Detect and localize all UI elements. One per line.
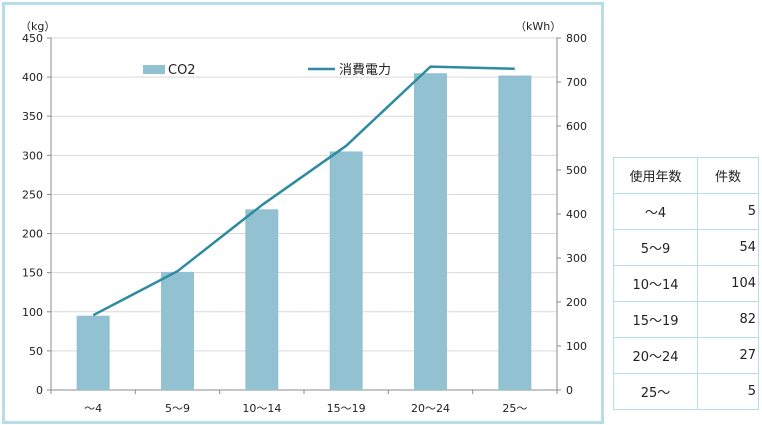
left-axis-tick-label: 450 (22, 32, 43, 45)
x-axis-tick-label: ～4 (84, 402, 102, 415)
x-axis-tick-label: 15～19 (327, 402, 366, 415)
left-axis-tick-label: 0 (36, 384, 43, 397)
usage-years-table: 使用年数 件数 ～4 5 5～9 54 10～14 104 15～19 82 2… (613, 157, 759, 410)
right-axis-tick-label: 300 (566, 252, 587, 265)
bar-co2 (498, 75, 532, 391)
chart-panel: 0 50 100 150 200 250 300 350 400 450 0 100 200 300 400… (2, 2, 604, 424)
table-cell-range: 25～ (613, 373, 698, 410)
right-axis-tick-label: 200 (566, 296, 587, 309)
left-axis-tick-label: 300 (22, 149, 43, 162)
right-axis-tick-label: 800 (566, 32, 587, 45)
header-count: 件数 (697, 157, 759, 194)
bar-co2 (329, 151, 363, 390)
table-cell-count: 27 (697, 337, 759, 374)
table-cell-range: 20～24 (613, 337, 698, 374)
right-axis-tick-label: 100 (566, 340, 587, 353)
table-cell-range: 5～9 (613, 229, 698, 266)
line-power-consumption (92, 65, 515, 317)
bar-co2 (76, 315, 110, 390)
left-axis-tick-label: 50 (29, 345, 43, 358)
table-row: 10～14 104 (613, 265, 759, 302)
table-header-row: 使用年数 件数 (613, 157, 759, 194)
x-axis-tick-label: 25～ (502, 402, 527, 415)
left-axis-tick-label: 150 (22, 267, 43, 280)
left-axis-unit: （kg） (20, 20, 55, 33)
legend-swatch-co2 (143, 65, 165, 74)
header-usage-years: 使用年数 (613, 157, 698, 194)
right-axis-tick-label: 500 (566, 164, 587, 177)
table-cell-count: 5 (697, 193, 759, 230)
table-row: ～4 5 (613, 193, 759, 230)
left-axis-tick-label: 200 (22, 228, 43, 241)
left-axis-tick-label: 100 (22, 306, 43, 319)
right-axis-tick-label: 600 (566, 120, 587, 133)
legend-label-co2: CO2 (168, 63, 196, 78)
table-cell-count: 5 (697, 373, 759, 410)
x-axis-tick-label: 5～9 (165, 402, 190, 415)
left-axis-tick-label: 400 (22, 71, 43, 84)
bar-co2 (414, 73, 447, 390)
legend-label-power: 消費電力 (339, 63, 391, 78)
table-row: 25～ 5 (613, 373, 759, 410)
x-axis-tick-label: 10～14 (242, 402, 281, 415)
table-cell-range: 15～19 (613, 301, 698, 338)
table-row: 5～9 54 (613, 229, 759, 266)
combo-chart: 0 50 100 150 200 250 300 350 400 450 0 100 200 300 400… (20, 20, 587, 415)
right-axis-tick-label: 700 (566, 76, 587, 89)
bar-co2 (161, 271, 194, 390)
right-axis-tick-label: 400 (566, 208, 587, 221)
table-row: 20～24 27 (613, 337, 759, 374)
left-axis-tick-label: 350 (22, 110, 43, 123)
table-row: 15～19 82 (613, 301, 759, 338)
table-cell-range: 10～14 (613, 265, 698, 302)
x-axis-tick-label: 20～24 (411, 402, 450, 415)
bar-co2 (245, 209, 279, 390)
table-cell-count: 54 (697, 229, 759, 266)
table-cell-count: 82 (697, 301, 759, 338)
right-axis-tick-label: 0 (566, 384, 573, 397)
right-axis-unit: （kWh） (515, 20, 561, 33)
left-axis-tick-label: 250 (22, 188, 43, 201)
table-cell-count: 104 (697, 265, 759, 302)
table-cell-range: ～4 (613, 193, 698, 230)
